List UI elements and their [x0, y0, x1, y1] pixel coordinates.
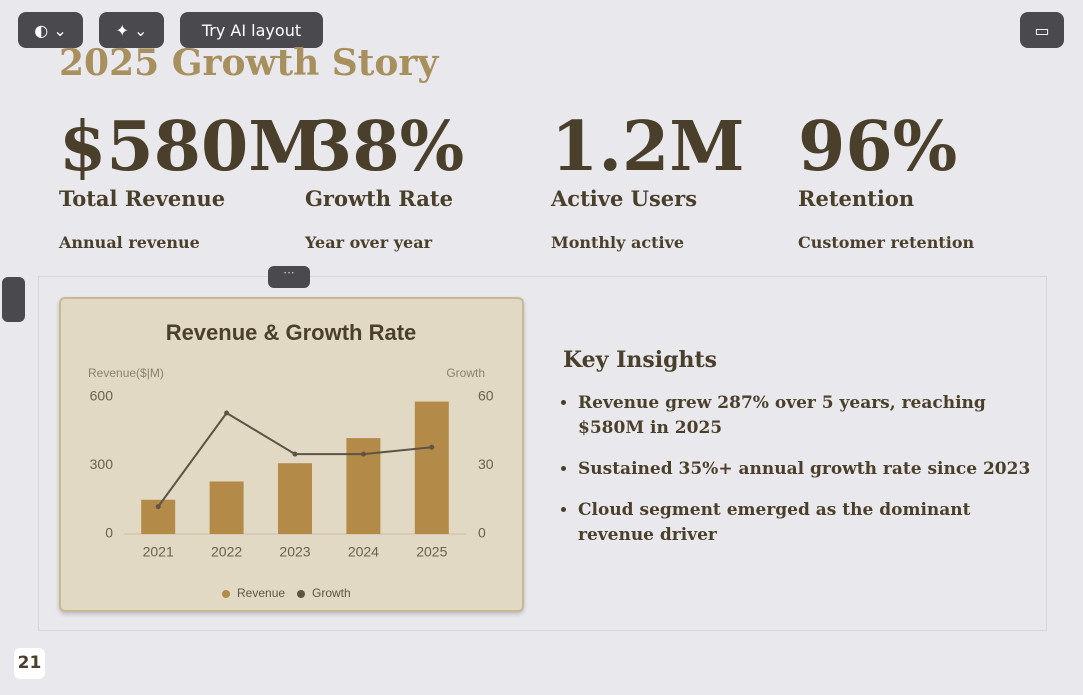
x-tick-label: 2023 — [279, 544, 310, 560]
stat-value: 1.2M — [551, 107, 745, 187]
stat-label: Total Revenue — [59, 186, 226, 211]
button-label: Try AI layout — [201, 20, 302, 40]
chart-card: Revenue & Growth Rate Revenue($|M) Growt… — [59, 297, 524, 612]
side-handle[interactable] — [2, 277, 25, 322]
y-axis-label: Revenue($|M) — [88, 366, 164, 380]
stat-description: Customer retention — [798, 233, 975, 252]
slide-title: 2025 Growth Story — [59, 42, 439, 84]
content-panel — [38, 276, 1047, 631]
insight-item: Sustained 35%+ annual growth rate since … — [578, 457, 1033, 482]
stat-label: Growth Rate — [305, 186, 453, 211]
x-tick-label: 2024 — [348, 544, 379, 560]
y2-axis-label: Growth — [446, 366, 485, 380]
legend-label: Growth — [312, 586, 351, 600]
insight-item: Cloud segment emerged as the dominant re… — [578, 498, 1033, 548]
stat-description: Monthly active — [551, 233, 685, 252]
stat-value: 96% — [798, 107, 958, 187]
ai-layout-button[interactable]: Try AI layout — [180, 12, 323, 48]
y-tick-label: 300 — [90, 456, 114, 472]
legend-swatch — [222, 590, 230, 598]
line-point — [155, 504, 161, 510]
insights-title: Key Insights — [563, 347, 718, 373]
line-point — [224, 410, 230, 416]
x-tick-label: 2021 — [143, 544, 174, 560]
y2-tick-label: 60 — [478, 388, 494, 404]
insight-list: Revenue grew 287% over 5 years, reaching… — [563, 391, 1033, 548]
line-point — [360, 451, 366, 457]
y-tick-label: 0 — [105, 525, 113, 541]
bar — [209, 481, 244, 534]
stat-label: Retention — [798, 186, 915, 211]
y-tick-label: 600 — [90, 388, 114, 404]
y2-tick-label: 0 — [478, 525, 486, 541]
theme-button[interactable]: ◐ ⌄ — [18, 12, 83, 48]
bar — [414, 401, 449, 534]
comment-button[interactable]: ▭ — [1020, 12, 1064, 48]
y2-tick-label: 30 — [478, 456, 494, 472]
drag-handle[interactable]: ··· — [268, 266, 310, 288]
magic-button[interactable]: ✦ ⌄ — [99, 12, 164, 48]
x-tick-label: 2022 — [211, 544, 242, 560]
line-point — [292, 451, 298, 457]
chart: Revenue & Growth Rate Revenue($|M) Growt… — [88, 320, 494, 600]
insights: Key Insights Revenue grew 287% over 5 ye… — [563, 347, 1033, 564]
line-point — [429, 444, 435, 450]
stat-label: Active Users — [551, 186, 698, 211]
stat-description: Year over year — [305, 233, 432, 252]
stat-value: 38% — [305, 107, 465, 187]
insight-item: Revenue grew 287% over 5 years, reaching… — [578, 391, 1033, 441]
stat-description: Annual revenue — [59, 233, 200, 252]
x-tick-label: 2025 — [416, 544, 447, 560]
chart-title: Revenue & Growth Rate — [166, 320, 417, 345]
stat-value: $580M — [59, 107, 324, 187]
legend-label: Revenue — [237, 586, 285, 600]
legend-swatch — [297, 590, 305, 598]
bar — [278, 463, 312, 534]
page-number: 21 — [14, 648, 45, 679]
